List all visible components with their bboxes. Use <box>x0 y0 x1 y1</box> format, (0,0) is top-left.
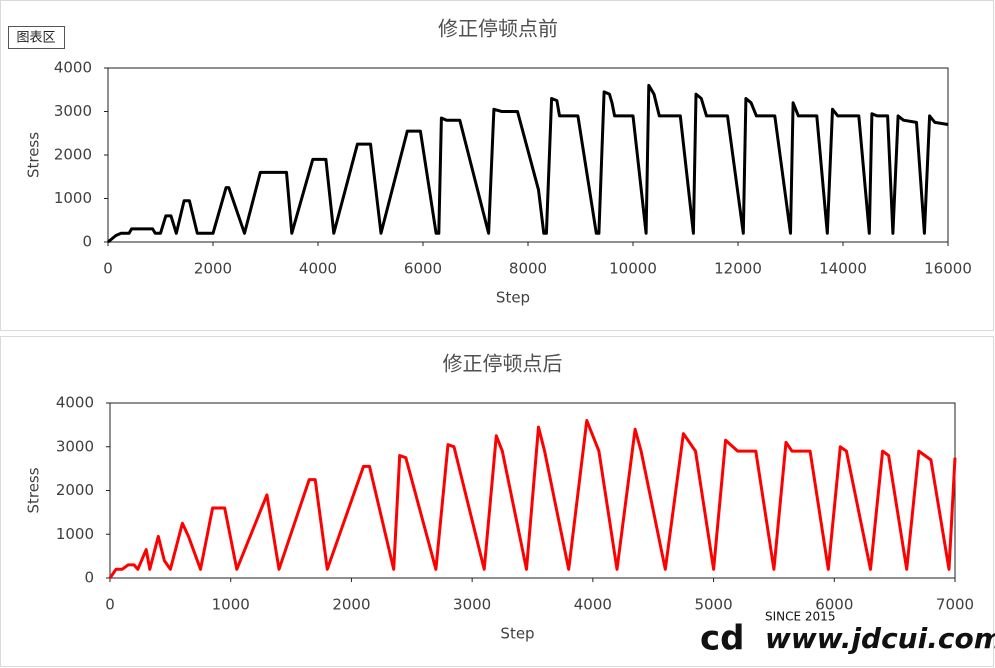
x-tick-label: 4000 <box>299 260 337 278</box>
tooltip-box <box>8 26 65 49</box>
x-tick-label: 12000 <box>714 260 762 278</box>
y-tick-label: 4000 <box>56 394 94 412</box>
x-tick-label: 10000 <box>609 260 657 278</box>
data-line <box>107 83 949 244</box>
x-tick-label: 16000 <box>924 260 972 278</box>
chart-panel <box>0 0 994 331</box>
data-line <box>108 419 957 579</box>
x-tick-label: 0 <box>103 260 113 278</box>
y-axis-label: Stress <box>25 467 43 513</box>
y-tick-label: 2000 <box>56 481 94 499</box>
x-tick-label: 5000 <box>694 596 732 614</box>
x-tick-label: 1000 <box>212 596 250 614</box>
x-tick-label: 0 <box>105 596 115 614</box>
y-tick-label: 1000 <box>56 525 94 543</box>
tooltip: 图表区 <box>16 31 55 46</box>
y-tick-label: 1000 <box>54 189 92 207</box>
y-tick-label: 4000 <box>54 59 92 77</box>
x-tick-label: 4000 <box>574 596 612 614</box>
logo: cd <box>700 619 745 659</box>
x-tick-label: 2000 <box>332 596 370 614</box>
x-axis-label: Step <box>500 625 534 643</box>
x-tick-label: 3000 <box>453 596 491 614</box>
watermark-site: www.jdcui.com <box>765 622 995 655</box>
x-tick-label: 6000 <box>815 596 853 614</box>
chart-title: 修正停顿点后 <box>443 352 563 376</box>
chart-panel <box>0 336 994 667</box>
x-tick-label: 14000 <box>819 260 867 278</box>
x-tick-label: 8000 <box>509 260 547 278</box>
chart-title: 修正停顿点前 <box>438 17 558 41</box>
y-tick-label: 2000 <box>54 146 92 164</box>
y-tick-label: 0 <box>82 233 92 251</box>
y-tick-label: 3000 <box>56 437 94 455</box>
x-tick-label: 7000 <box>936 596 974 614</box>
x-tick-label: 2000 <box>194 260 232 278</box>
y-tick-label: 0 <box>84 569 94 587</box>
x-tick-label: 6000 <box>404 260 442 278</box>
y-tick-label: 3000 <box>54 102 92 120</box>
x-axis-label: Step <box>496 289 530 307</box>
watermark-since: SINCE 2015 <box>765 610 835 624</box>
y-axis-label: Stress <box>25 132 43 178</box>
